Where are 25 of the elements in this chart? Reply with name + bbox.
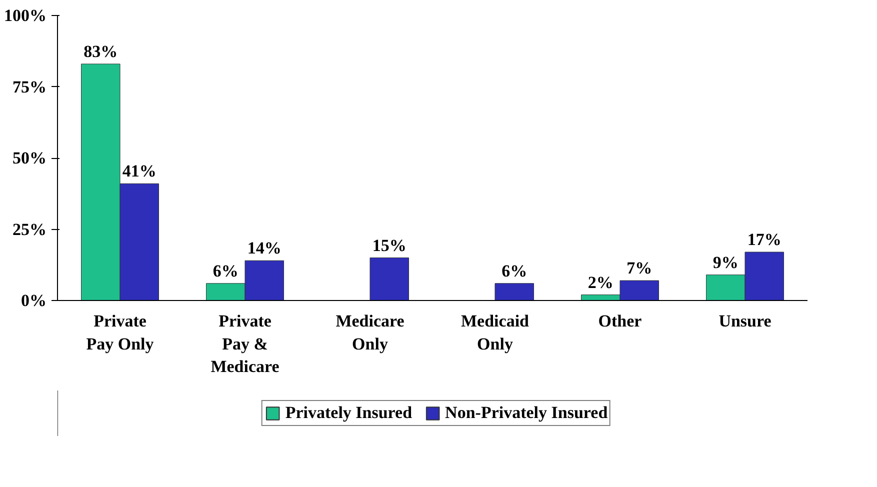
y-tick-label: 50%: [12, 148, 46, 168]
data-label: 2%: [588, 272, 614, 292]
y-tick-label: 75%: [12, 77, 46, 96]
data-label: 17%: [747, 230, 782, 250]
x-tick-label: Medicare Only: [336, 312, 405, 354]
data-label: 41%: [122, 162, 156, 181]
data-label: 7%: [626, 258, 652, 278]
y-tick-label: 100%: [4, 6, 46, 25]
data-label: 6%: [212, 261, 238, 280]
x-tick-label: Medicaid Only: [461, 312, 530, 354]
x-tick-label: Other: [598, 312, 642, 330]
data-label: 9%: [712, 252, 738, 272]
data-label: 15%: [372, 236, 406, 255]
bar: [494, 283, 534, 300]
legend-label: Privately Insured: [285, 403, 412, 423]
x-tick-label: Private Pay Only: [86, 312, 154, 354]
y-tick-label: 0%: [21, 291, 46, 310]
legend-label: Non-Privately Insured: [445, 403, 608, 423]
x-tick-label: Private Pay & Medicare: [210, 312, 280, 376]
bar: [370, 258, 409, 300]
y-tick-label: 25%: [12, 220, 46, 239]
data-label: 83%: [84, 42, 118, 61]
data-label: 6%: [502, 261, 528, 280]
data-label: 14%: [247, 238, 282, 258]
x-tick-label: Unsure: [718, 312, 772, 330]
